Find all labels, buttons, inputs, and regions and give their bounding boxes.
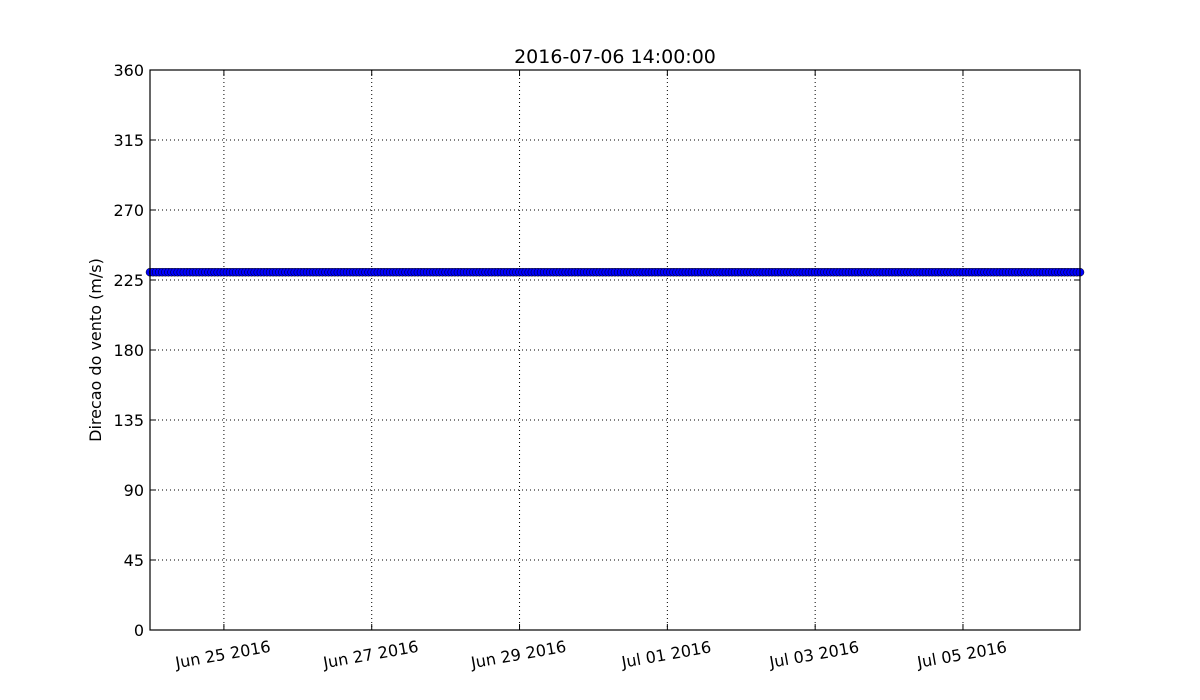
x-tick-label: Jul 01 2016 bbox=[619, 637, 712, 672]
y-tick-label: 90 bbox=[124, 481, 144, 500]
x-tick-label: Jun 25 2016 bbox=[173, 637, 272, 673]
grid bbox=[150, 70, 1080, 630]
y-tick-label: 0 bbox=[134, 621, 144, 640]
y-tick-label: 360 bbox=[113, 61, 144, 80]
x-tick-label: Jul 03 2016 bbox=[767, 637, 860, 672]
y-tick-label: 135 bbox=[113, 411, 144, 430]
y-axis-label: Direcao do vento (m/s) bbox=[86, 258, 105, 442]
x-tick-labels: Jun 25 2016 Jun 27 2016 Jun 29 2016 Jul 01 … bbox=[173, 637, 1008, 673]
x-tick-label: Jun 29 2016 bbox=[469, 637, 568, 673]
y-tick-label: 180 bbox=[113, 341, 144, 360]
x-tick-label: Jun 27 2016 bbox=[321, 637, 420, 673]
x-tick-label: Jul 05 2016 bbox=[915, 637, 1008, 672]
axis-ticks bbox=[150, 69, 1080, 631]
y-tick-labels: 0 45 90 135 180 225 270 315 360 bbox=[113, 61, 144, 640]
data-series bbox=[145, 267, 1085, 277]
chart-title: 2016-07-06 14:00:00 bbox=[514, 46, 716, 68]
y-tick-label: 45 bbox=[124, 551, 144, 570]
y-tick-label: 315 bbox=[113, 131, 144, 150]
y-tick-label: 225 bbox=[113, 271, 144, 290]
y-tick-label: 270 bbox=[113, 201, 144, 220]
